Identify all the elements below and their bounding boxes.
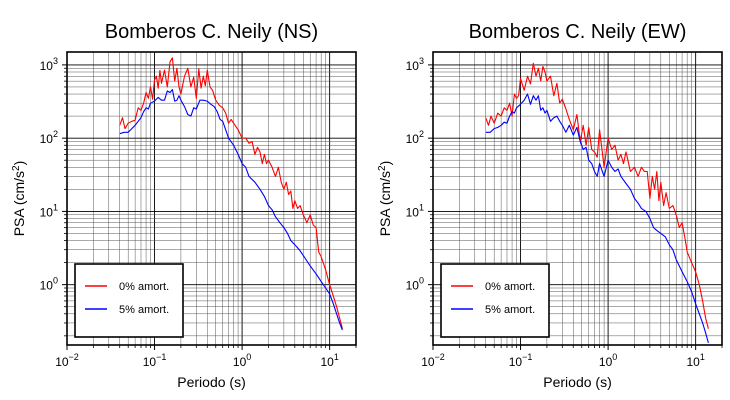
series-line-amort-5 xyxy=(485,93,709,344)
x-axis-label: Periodo (s) xyxy=(177,374,245,390)
series-line-amort-0 xyxy=(485,62,709,329)
x-tick-label: 10−2 xyxy=(55,352,79,369)
x-tick-label: 100 xyxy=(233,352,251,369)
legend: 0% amort. 5% amort. xyxy=(440,263,550,338)
legend-label: 5% amort. xyxy=(119,304,169,316)
plot-frame xyxy=(432,51,723,346)
ticks: 10−2 10−1 100 101 100 101 102 103 xyxy=(406,56,723,369)
series-line-amort-0 xyxy=(119,57,343,329)
legend-label: 5% amort. xyxy=(485,304,535,316)
y-tick-label: 100 xyxy=(406,276,424,293)
panel-ew: 10−2 10−1 100 101 100 101 102 103 Bomberos C. Ne… xyxy=(377,21,723,390)
x-tick-label: 100 xyxy=(599,352,617,369)
y-tick-label: 102 xyxy=(40,129,58,146)
legend: 0% amort. 5% amort. xyxy=(74,263,184,338)
series-line-amort-5 xyxy=(119,89,343,331)
panel-ns: 10−2 10−1 100 101 100 101 102 103 Bomberos C. Ne… xyxy=(11,21,357,390)
chart-title: Bomberos C. Neily (EW) xyxy=(469,21,687,43)
legend-box xyxy=(440,263,550,338)
x-axis-label: Periodo (s) xyxy=(543,374,611,390)
y-tick-label: 101 xyxy=(406,202,424,219)
y-axis-label: PSA (cm/s2) xyxy=(11,161,27,237)
legend-label: 0% amort. xyxy=(485,281,535,293)
x-tick-label: 101 xyxy=(686,352,704,369)
x-tick-label: 10−2 xyxy=(421,352,445,369)
x-tick-label: 10−1 xyxy=(143,352,167,369)
chart-title: Bomberos C. Neily (NS) xyxy=(105,21,318,43)
series-group xyxy=(119,57,343,331)
x-tick-label: 101 xyxy=(320,352,338,369)
legend-label: 0% amort. xyxy=(119,281,169,293)
y-tick-label: 103 xyxy=(406,56,424,73)
series-group xyxy=(485,62,709,344)
y-tick-label: 101 xyxy=(40,202,58,219)
x-tick-label: 10−1 xyxy=(509,352,533,369)
y-tick-label: 100 xyxy=(40,276,58,293)
legend-box xyxy=(74,263,184,338)
ticks: 10−2 10−1 100 101 100 101 102 103 xyxy=(40,56,357,369)
y-tick-label: 103 xyxy=(40,56,58,73)
plot-frame xyxy=(66,51,357,346)
y-axis-label: PSA (cm/s2) xyxy=(377,161,393,237)
y-tick-label: 102 xyxy=(406,129,424,146)
